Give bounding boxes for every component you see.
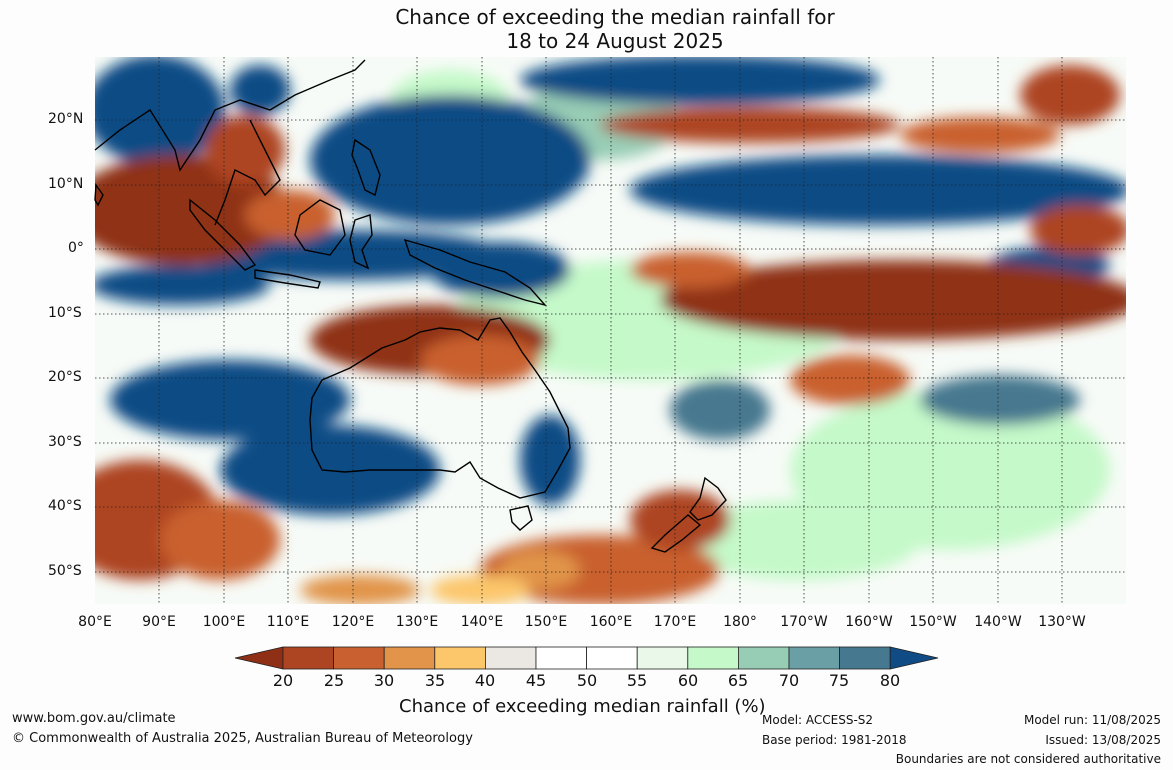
colorbar-tick: 35 <box>424 671 446 690</box>
tasmania-coastline <box>509 505 533 531</box>
boundaries-disclaimer: Boundaries are not considered authoritat… <box>895 752 1161 766</box>
lon-label: 160°E <box>589 614 633 630</box>
lat-label: 20°S <box>48 369 82 385</box>
lat-label: 20°N <box>48 111 84 127</box>
lon-label: 110°E <box>266 614 310 630</box>
lon-label: 170°W <box>780 614 828 630</box>
new-zealand-coastline <box>650 476 727 553</box>
issued-date: Issued: 13/08/2025 <box>1045 733 1161 747</box>
colorbar-tick: 45 <box>525 671 547 690</box>
model-run-date: Model run: 11/08/2025 <box>1023 713 1161 727</box>
mainland-asia-coastline <box>94 59 366 226</box>
sulawesi-coastline <box>349 214 373 270</box>
coastlines <box>94 59 727 553</box>
sumatra-coastline <box>189 198 257 271</box>
lon-label: 150°W <box>909 614 957 630</box>
rainfall-probability-field <box>95 57 1126 604</box>
sri-lanka-coastline <box>94 182 104 207</box>
lon-label: 170°E <box>653 614 697 630</box>
title-line-1: Chance of exceeding the median rainfall … <box>395 5 835 29</box>
copyright-text: © Commonwealth of Australia 2025, Austra… <box>12 731 473 746</box>
lon-label: 90°E <box>142 614 176 630</box>
lon-label: 150°E <box>524 614 568 630</box>
lon-label: 120°E <box>331 614 375 630</box>
title-line-2: 18 to 24 August 2025 <box>506 29 724 53</box>
java-coastline <box>254 269 321 289</box>
lon-label: 80°E <box>78 614 112 630</box>
colorbar-tick: 70 <box>778 671 800 690</box>
colorbar-tick: 65 <box>727 671 749 690</box>
colorbar-tick: 60 <box>677 671 699 690</box>
colorbar-tick: 30 <box>373 671 395 690</box>
lon-label: 130°W <box>1038 614 1086 630</box>
colorbar-tick: 55 <box>626 671 648 690</box>
colorbar-tick: 75 <box>828 671 850 690</box>
philippines-coastline <box>351 138 381 197</box>
graticule <box>95 57 1126 604</box>
lon-label: 140°W <box>974 614 1022 630</box>
australia-coastline <box>309 317 571 499</box>
colorbar-title: Chance of exceeding median rainfall (%) <box>399 696 766 717</box>
colorbar-tick: 20 <box>272 671 294 690</box>
colorbar-tick: 25 <box>323 671 345 690</box>
lat-label: 10°S <box>48 305 82 321</box>
colorbar-tick: 40 <box>474 671 496 690</box>
lon-label: 130°E <box>395 614 439 630</box>
lat-label: 40°S <box>48 498 82 514</box>
lon-label: 160°W <box>845 614 893 630</box>
borneo-coastline <box>294 199 346 256</box>
lat-label: 10°N <box>48 176 84 192</box>
website-link[interactable]: www.bom.gov.au/climate <box>12 711 176 726</box>
colorbar-tick: 80 <box>879 671 901 690</box>
lat-label: 0° <box>68 240 84 256</box>
lon-label: 140°E <box>460 614 504 630</box>
colorbar-tick: 50 <box>576 671 598 690</box>
lon-label: 180° <box>723 614 757 630</box>
lat-label: 50°S <box>48 563 82 579</box>
new-guinea-coastline <box>403 238 548 307</box>
lon-label: 100°E <box>202 614 246 630</box>
lat-label: 30°S <box>48 434 82 450</box>
base-period: Base period: 1981-2018 <box>762 733 907 747</box>
model-name: Model: ACCESS-S2 <box>762 713 874 727</box>
